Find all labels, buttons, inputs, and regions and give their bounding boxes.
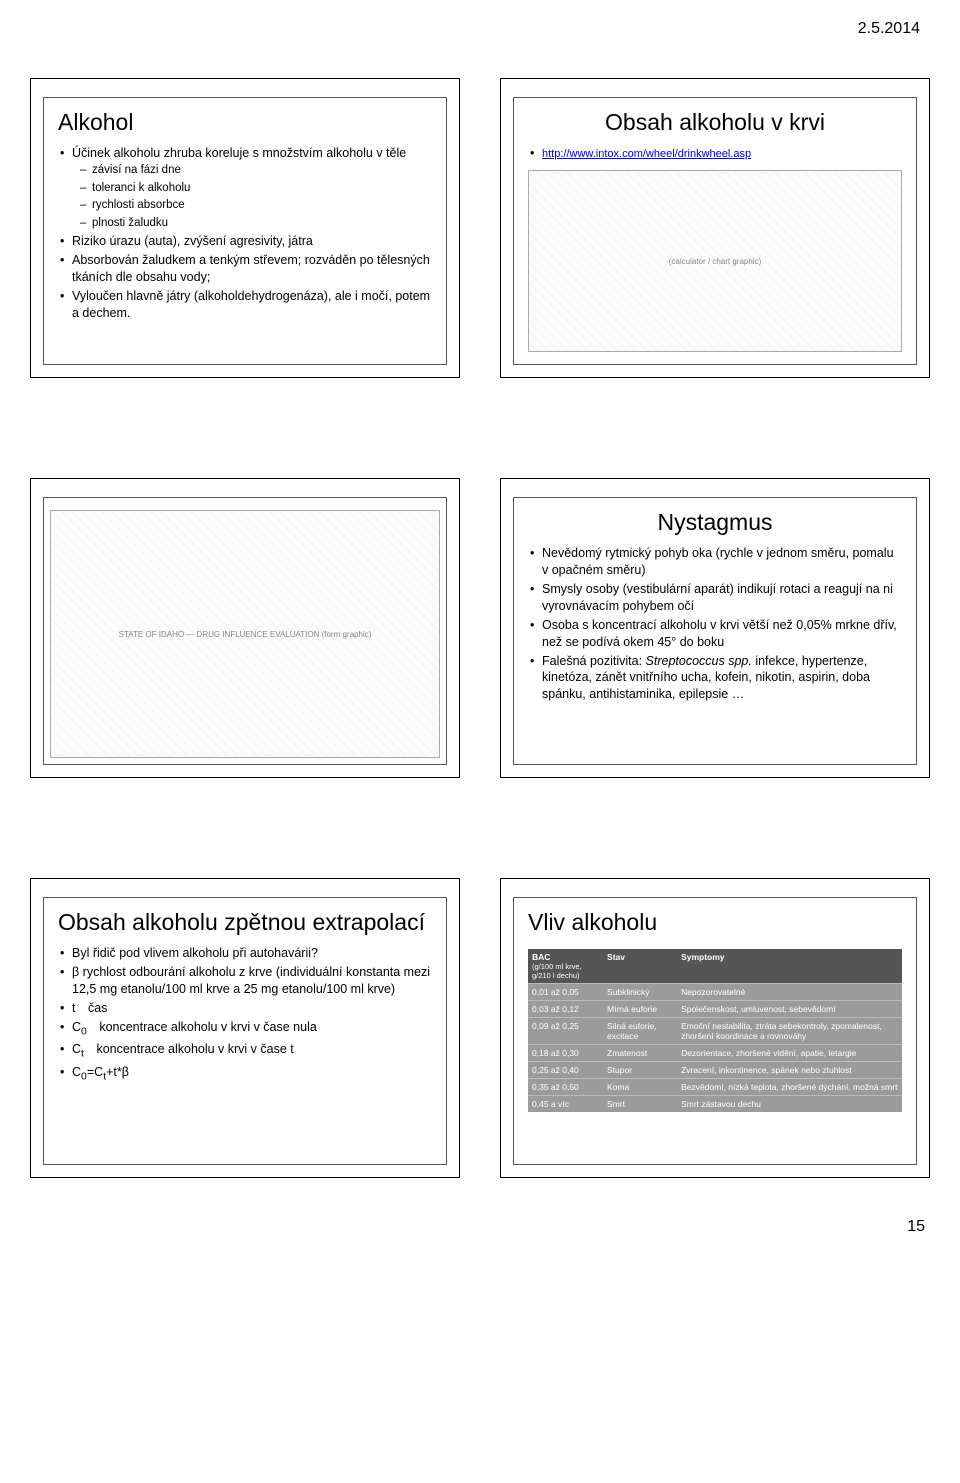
list-item: Osoba s koncentrací alkoholu v krvi větš… <box>530 617 902 651</box>
table-row: 0,45 a víc Smrt Smrt zástavou dechu <box>528 1096 902 1113</box>
list-item: Smysly osoby (vestibulární aparát) indik… <box>530 581 902 615</box>
sub-item: toleranci k alkoholu <box>80 181 432 197</box>
slide-nystagmus: Nystagmus Nevědomý rytmický pohyb oka (r… <box>500 478 930 778</box>
slide-vliv-alkoholu: Vliv alkoholu BAC (g/100 ml krve, g/210 … <box>500 878 930 1178</box>
list-item: Falešná pozitivita: Streptococcus spp. i… <box>530 653 902 704</box>
slides-grid: Alkohol Účinek alkoholu zhruba koreluje … <box>30 78 930 1178</box>
chart-placeholder: (calculator / chart graphic) <box>528 170 902 352</box>
slide-title: Nystagmus <box>528 510 902 535</box>
table-row: 0,03 až 0,12 Mírná euforie Společenskost… <box>528 1001 902 1018</box>
list-item: Riziko úrazu (auta), zvýšení agresivity,… <box>60 233 432 250</box>
slide-title: Alkohol <box>58 110 432 135</box>
col-symptoms: Symptomy <box>677 949 902 984</box>
list-item: t čas <box>60 1000 432 1017</box>
list-item: β rychlost odbourání alkoholu z krve (in… <box>60 964 432 998</box>
sub-item: rychlosti absorbce <box>80 198 432 214</box>
page-number: 15 <box>907 1218 925 1236</box>
form-image-placeholder: STATE OF IDAHO — DRUG INFLUENCE EVALUATI… <box>50 510 440 758</box>
bullet-list: Nevědomý rytmický pohyb oka (rychle v je… <box>530 545 902 705</box>
col-state: Stav <box>603 949 677 984</box>
list-item: Vyloučen hlavně játry (alkoholdehydrogen… <box>60 288 432 322</box>
sub-item: závisí na fázi dne <box>80 163 432 179</box>
col-bac: BAC (g/100 ml krve, g/210 l dechu) <box>528 949 603 984</box>
list-item: Ct koncentrace alkoholu v krvi v čase t <box>60 1041 432 1062</box>
slide-alkohol: Alkohol Účinek alkoholu zhruba koreluje … <box>30 78 460 378</box>
table-row: 0,01 až 0,05 Subklinický Nepozorovatelné <box>528 984 902 1001</box>
table-row: 0,18 až 0,30 Zmatenost Dezorientace, zho… <box>528 1045 902 1062</box>
slide-evaluation-form: STATE OF IDAHO — DRUG INFLUENCE EVALUATI… <box>30 478 460 778</box>
slide-title: Vliv alkoholu <box>528 910 902 935</box>
slide-title: Obsah alkoholu v krvi <box>528 110 902 135</box>
list-item: C0=Ct+t*β <box>60 1064 432 1085</box>
bullet-list: Byl řidič pod vlivem alkoholu při autoha… <box>60 945 432 1086</box>
table-row: 0,35 až 0,50 Koma Bezvědomí, nízká teplo… <box>528 1079 902 1096</box>
list-item: Absorbován žaludkem a tenkým střevem; ro… <box>60 252 432 286</box>
list-item: http://www.intox.com/wheel/drinkwheel.as… <box>530 145 902 162</box>
slide-title: Obsah alkoholu zpětnou extrapolací <box>58 910 432 935</box>
bullet-list: Účinek alkoholu zhruba koreluje s množst… <box>60 145 432 323</box>
list-item: Nevědomý rytmický pohyb oka (rychle v je… <box>530 545 902 579</box>
effects-table: BAC (g/100 ml krve, g/210 l dechu) Stav … <box>528 949 902 1112</box>
list-item: Byl řidič pod vlivem alkoholu při autoha… <box>60 945 432 962</box>
list-item: C0 koncentrace alkoholu v krvi v čase nu… <box>60 1019 432 1040</box>
page-date: 2.5.2014 <box>30 20 930 38</box>
slide-extrapolace: Obsah alkoholu zpětnou extrapolací Byl ř… <box>30 878 460 1178</box>
bullet-list: http://www.intox.com/wheel/drinkwheel.as… <box>530 145 902 164</box>
table-row: 0,09 až 0,25 Silná euforie, excitace Emo… <box>528 1018 902 1045</box>
table-row: 0,25 až 0,40 Stupor Zvracení, inkontinen… <box>528 1062 902 1079</box>
sub-item: plnosti žaludku <box>80 216 432 232</box>
slide-obsah-krvi: Obsah alkoholu v krvi http://www.intox.c… <box>500 78 930 378</box>
list-item: Účinek alkoholu zhruba koreluje s množst… <box>60 145 432 231</box>
external-link[interactable]: http://www.intox.com/wheel/drinkwheel.as… <box>542 148 751 160</box>
